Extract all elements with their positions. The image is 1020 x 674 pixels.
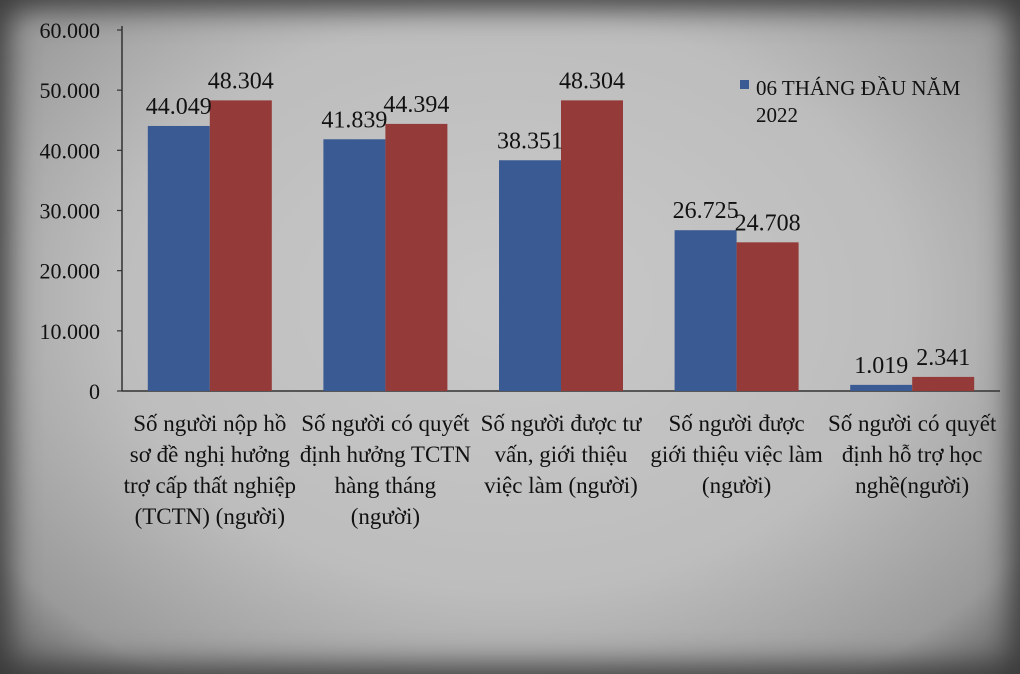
data-label: 2.341: [916, 345, 970, 371]
x-category-label: Số người nộp hồ sơ đề nghị hưởng trợ cấp…: [123, 411, 297, 529]
data-label: 26.725: [673, 198, 739, 224]
x-category-label: Số người được tư vấn, giới thiệu việc là…: [480, 411, 642, 498]
legend-swatch: [740, 80, 749, 89]
y-tick-label: 40.000: [40, 138, 101, 163]
y-tick-label: 50.000: [40, 78, 101, 103]
data-label: 48.304: [559, 68, 625, 94]
data-label: 44.394: [383, 92, 449, 118]
y-tick-label: 20.000: [40, 259, 101, 284]
x-category-label: Số người có quyết định hưởng TCTN hàng t…: [299, 411, 471, 529]
bar-series-2-5: [912, 376, 975, 391]
x-category-label: Số người có quyết định hỗ trợ học nghề(n…: [828, 411, 997, 498]
bar-series-1-5: [850, 384, 913, 391]
bar-series-1-2: [323, 139, 386, 391]
legend-label: 06 THÁNG ĐẦU NĂM 2022: [756, 76, 961, 127]
data-label: 48.304: [208, 68, 274, 94]
data-label: 38.351: [497, 128, 563, 154]
bar-series-2-4: [736, 242, 799, 391]
data-label: 24.708: [735, 210, 801, 236]
bar-series-1-3: [499, 160, 561, 391]
bar-series-1-4: [674, 230, 737, 391]
data-label: 44.049: [146, 94, 212, 120]
bar-series-2-1: [209, 100, 272, 391]
y-tick-label: 0: [89, 379, 100, 404]
bar-series-1-1: [147, 125, 210, 391]
y-tick-label: 10.000: [40, 319, 101, 344]
data-label: 41.839: [321, 107, 387, 133]
bar-series-2-3: [561, 100, 623, 391]
x-category-label: Số người được giới thiệu việc làm (người…: [650, 411, 823, 498]
data-label: 1.019: [854, 353, 908, 379]
y-tick-label: 60.000: [40, 18, 101, 43]
bar-series-2-2: [385, 123, 448, 391]
y-tick-label: 30.000: [40, 199, 101, 224]
